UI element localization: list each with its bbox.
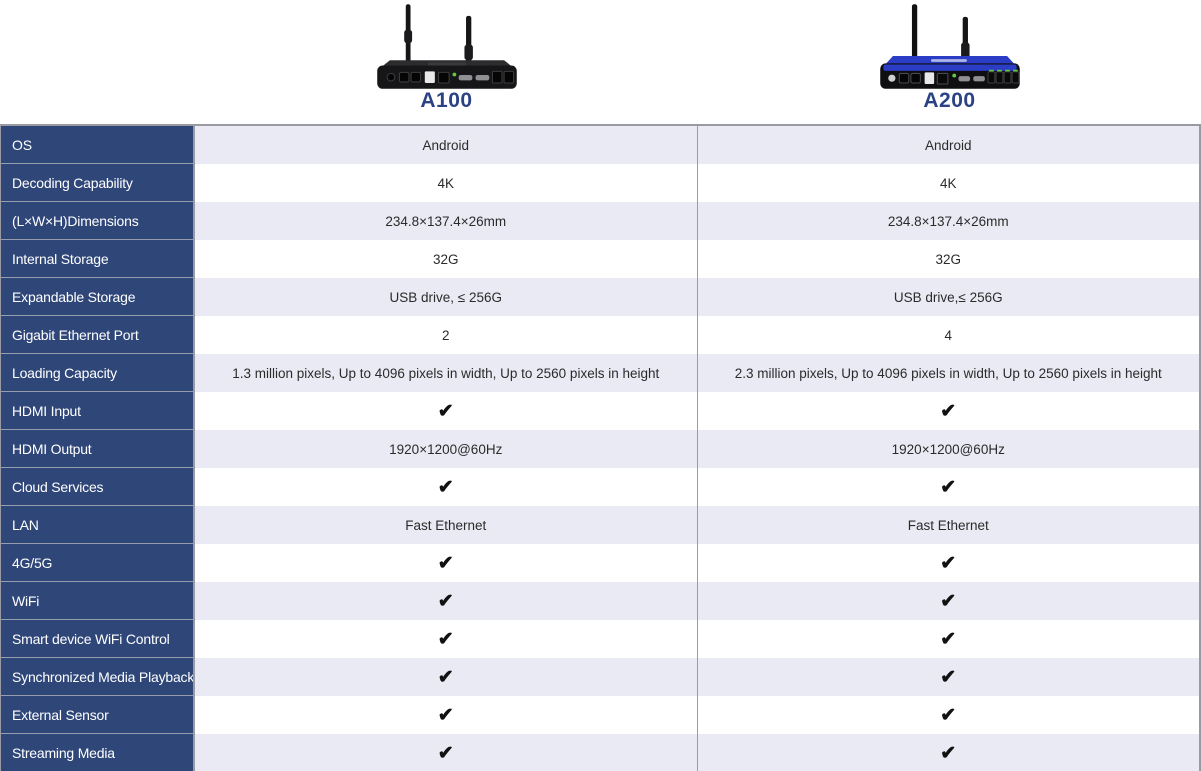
check-icon: ✔: [437, 476, 454, 498]
check-icon: ✔: [437, 666, 454, 688]
a100-value: 1.3 million pixels, Up to 4096 pixels in…: [195, 354, 697, 392]
a100-value: ✔: [195, 392, 697, 430]
a100-value: 4K: [195, 164, 697, 202]
table-row: WiFi ✔ ✔: [1, 582, 1199, 620]
a200-value: 234.8×137.4×26mm: [696, 202, 1199, 240]
a100-value: ✔: [195, 734, 697, 771]
comparison-table: OS Android Android Decoding Capability 4K 4K(…: [0, 124, 1201, 771]
check-icon: ✔: [437, 628, 454, 650]
table-row: Internal Storage 32G 32G: [1, 240, 1199, 278]
row-label: (L×W×H)Dimensions: [1, 202, 195, 240]
table-row: Expandable Storage USB drive, ≤ 256G USB d…: [1, 278, 1199, 316]
row-label: Internal Storage: [1, 240, 195, 278]
row-label: WiFi: [1, 582, 195, 620]
a100-device-image: [376, 4, 517, 89]
row-label: HDMI Output: [1, 430, 195, 468]
a100-value: USB drive, ≤ 256G: [195, 278, 697, 316]
table-row: Decoding Capability 4K 4K: [1, 164, 1199, 202]
a200-value: ✔: [696, 392, 1199, 430]
a100-value: ✔: [195, 582, 697, 620]
a100-value: ✔: [195, 468, 697, 506]
a100-value: Fast Ethernet: [195, 506, 697, 544]
a100-value: ✔: [195, 696, 697, 734]
check-icon: ✔: [940, 742, 957, 764]
a200-value: 1920×1200@60Hz: [696, 430, 1199, 468]
row-label: Smart device WiFi Control: [1, 620, 195, 658]
a100-value: 1920×1200@60Hz: [195, 430, 697, 468]
table-row: Streaming Media ✔ ✔: [1, 734, 1199, 771]
table-row: Synchronized Media Playback ✔ ✔: [1, 658, 1199, 696]
table-row: External Sensor ✔ ✔: [1, 696, 1199, 734]
row-label: Gigabit Ethernet Port: [1, 316, 195, 354]
a200-value: ✔: [696, 620, 1199, 658]
row-label: LAN: [1, 506, 195, 544]
check-icon: ✔: [437, 400, 454, 422]
check-icon: ✔: [940, 552, 957, 574]
check-icon: ✔: [437, 552, 454, 574]
a100-value: 32G: [195, 240, 697, 278]
a200-device-image: [879, 4, 1020, 89]
check-icon: ✔: [437, 704, 454, 726]
table-row: HDMI Output 1920×1200@60Hz 1920×1200@60Hz: [1, 430, 1199, 468]
check-icon: ✔: [437, 590, 454, 612]
row-label: Synchronized Media Playback: [1, 658, 195, 696]
row-label: Loading Capacity: [1, 354, 195, 392]
table-row: Loading Capacity 1.3 million pixels, Up t…: [1, 354, 1199, 392]
a100-value: 234.8×137.4×26mm: [195, 202, 697, 240]
a200-value: ✔: [696, 696, 1199, 734]
table-row: (L×W×H)Dimensions 234.8×137.4×26mm 234.8×1…: [1, 202, 1199, 240]
row-label: 4G/5G: [1, 544, 195, 582]
table-row: LAN Fast Ethernet Fast Ethernet: [1, 506, 1199, 544]
a200-value: USB drive,≤ 256G: [696, 278, 1199, 316]
product-header: A100: [0, 0, 1201, 124]
check-icon: ✔: [437, 742, 454, 764]
a100-value: ✔: [195, 658, 697, 696]
a100-value: ✔: [195, 544, 697, 582]
table-row: OS Android Android: [1, 126, 1199, 164]
a200-value: 4: [696, 316, 1199, 354]
table-row: HDMI Input ✔ ✔: [1, 392, 1199, 430]
row-label: HDMI Input: [1, 392, 195, 430]
a200-value: ✔: [696, 734, 1199, 771]
table-row: Smart device WiFi Control ✔ ✔: [1, 620, 1199, 658]
a200-value: ✔: [696, 544, 1199, 582]
check-icon: ✔: [940, 704, 957, 726]
check-icon: ✔: [940, 400, 957, 422]
a200-value: 2.3 million pixels, Up to 4096 pixels in…: [696, 354, 1199, 392]
a100-value: Android: [195, 126, 697, 164]
row-label: Decoding Capability: [1, 164, 195, 202]
table-row: 4G/5G ✔ ✔: [1, 544, 1199, 582]
product-a200-label: A200: [923, 89, 976, 112]
a100-value: 2: [195, 316, 697, 354]
row-label: OS: [1, 126, 195, 164]
a200-value: ✔: [696, 582, 1199, 620]
a200-value: ✔: [696, 658, 1199, 696]
a200-value: ✔: [696, 468, 1199, 506]
a200-value: Fast Ethernet: [696, 506, 1199, 544]
row-label: Cloud Services: [1, 468, 195, 506]
product-a200: A200: [698, 0, 1201, 124]
row-label: Streaming Media: [1, 734, 195, 771]
row-label: External Sensor: [1, 696, 195, 734]
a200-value: 4K: [696, 164, 1199, 202]
a100-value: ✔: [195, 620, 697, 658]
comparison-table-body: OS Android Android Decoding Capability 4K 4K(…: [1, 126, 1199, 771]
check-icon: ✔: [940, 590, 957, 612]
a200-value: Android: [696, 126, 1199, 164]
check-icon: ✔: [940, 628, 957, 650]
check-icon: ✔: [940, 476, 957, 498]
check-icon: ✔: [940, 666, 957, 688]
table-row: Cloud Services ✔ ✔: [1, 468, 1199, 506]
product-a100-label: A100: [420, 89, 473, 112]
a200-value: 32G: [696, 240, 1199, 278]
row-label: Expandable Storage: [1, 278, 195, 316]
product-a100: A100: [195, 0, 698, 124]
table-row: Gigabit Ethernet Port 2 4: [1, 316, 1199, 354]
